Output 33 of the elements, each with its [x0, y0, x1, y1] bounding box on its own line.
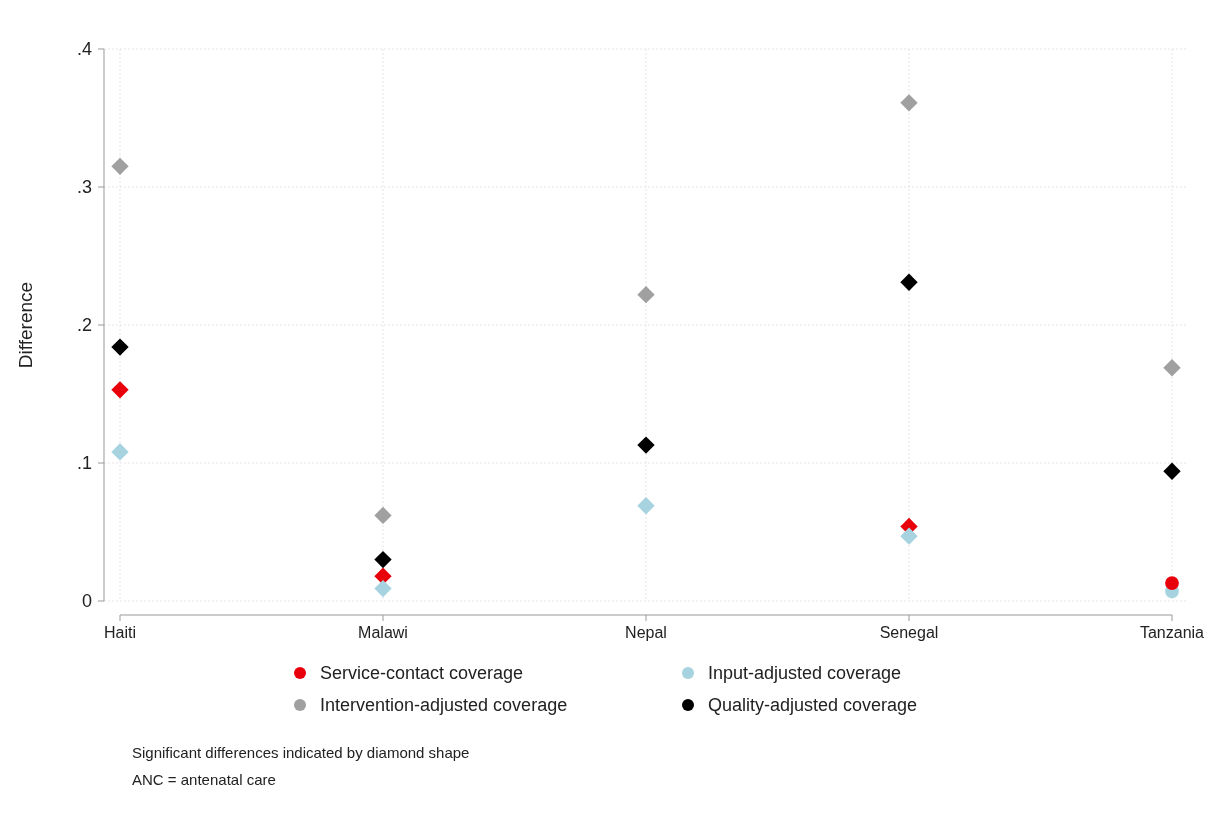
text: Significant differences indicated by diamond shape	[132, 744, 470, 762]
y-tick-label: .4	[76, 39, 92, 60]
point	[374, 550, 392, 569]
legend-label: Input-adjusted coverage	[708, 663, 902, 684]
x-tick-label: Senegal	[879, 624, 939, 641]
point	[900, 527, 918, 545]
y-tick-label: .2	[76, 315, 92, 336]
legend-label: Intervention-adjusted coverage	[320, 695, 568, 716]
point	[1165, 576, 1179, 590]
point	[637, 497, 655, 515]
point	[1163, 462, 1181, 480]
point	[637, 436, 655, 454]
y-tick-label: 0	[81, 591, 92, 612]
point	[637, 285, 655, 304]
legend-label: Quality-adjusted coverage	[708, 695, 918, 716]
x-tick-label: Haiti	[103, 624, 137, 641]
y-axis-title: Difference	[15, 281, 36, 369]
point	[111, 338, 129, 356]
text: ANC = antenatal care	[132, 771, 276, 789]
y-tick-label: .3	[76, 177, 92, 198]
x-tick-label: Malawi	[358, 624, 408, 641]
point	[900, 94, 918, 112]
x-tick-label: Nepal	[625, 624, 667, 641]
y-tick-label: .1	[76, 453, 92, 474]
point	[111, 381, 129, 399]
x-tick-label: Tanzania	[1139, 624, 1205, 641]
point	[374, 579, 392, 598]
legend-label: Service-contact coverage	[320, 663, 524, 684]
point	[374, 506, 392, 525]
point	[111, 157, 129, 175]
point	[900, 273, 918, 291]
point	[111, 443, 129, 461]
point	[1163, 359, 1181, 377]
